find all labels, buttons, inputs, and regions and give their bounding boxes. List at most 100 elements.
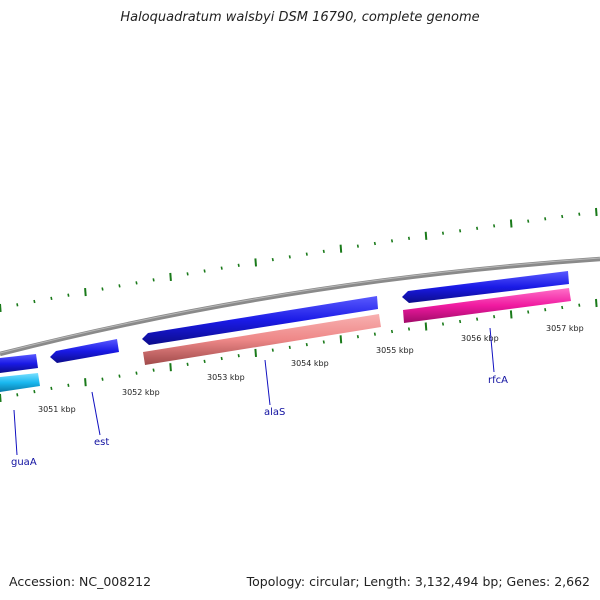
inner-tick-minor: [288, 345, 291, 350]
inner-tick-major: [169, 363, 172, 372]
inner-tick-minor: [356, 335, 359, 339]
inner-tick-major: [0, 393, 2, 403]
inner-tick-major: [84, 378, 87, 387]
outer-tick-minor: [67, 293, 70, 297]
outer-tick-marks: [0, 207, 598, 313]
inner-tick-major: [424, 322, 428, 331]
outer-tick-major: [169, 272, 172, 281]
inner-tick-minor: [220, 356, 223, 361]
outer-tick-minor: [237, 263, 240, 267]
gene-label-rfcA[interactable]: rfcA: [488, 375, 508, 386]
outer-tick-minor: [407, 236, 411, 240]
inner-tick-minor: [493, 315, 496, 319]
inner-tick-minor: [407, 327, 411, 331]
outer-tick-major: [0, 303, 2, 313]
inner-tick-minor: [101, 377, 104, 381]
kbp-label-3053: 3053 kbp: [207, 373, 245, 382]
kbp-label-3056: 3056 kbp: [461, 334, 499, 343]
outer-tick-minor: [322, 249, 325, 254]
inner-tick-major: [595, 298, 598, 308]
inner-tick-minor: [16, 393, 19, 397]
inner-tick-minor: [305, 342, 308, 347]
outer-tick-minor: [493, 224, 496, 228]
gene-arrow-est[interactable]: [50, 339, 119, 363]
gene-arrow-rfcA-forward[interactable]: [402, 271, 569, 303]
kbp-label-3057: 3057 kbp: [546, 324, 584, 333]
inner-tick-minor: [186, 362, 189, 366]
inner-tick-major: [509, 310, 513, 319]
gene-bar-guaA[interactable]: [0, 373, 40, 392]
genome-title: Haloquadratum walsbyi DSM 16790, complet…: [120, 10, 480, 25]
outer-tick-minor: [16, 303, 19, 307]
inner-tick-minor: [373, 332, 376, 336]
outer-tick-major: [509, 219, 513, 228]
inner-tick-minor: [441, 322, 445, 326]
kbp-label-3054: 3054 kbp: [291, 359, 329, 368]
outer-tick-minor: [50, 296, 53, 301]
outer-tick-minor: [459, 229, 462, 233]
kbp-label-3052: 3052 kbp: [122, 388, 160, 397]
outer-tick-minor: [578, 212, 581, 216]
kbp-label-3055: 3055 kbp: [376, 346, 414, 355]
outer-tick-major: [424, 231, 428, 240]
outer-tick-minor: [441, 231, 445, 235]
leader-line-guaA: [13, 409, 18, 456]
inner-tick-minor: [544, 308, 547, 312]
gene-arrow-guaA-forward[interactable]: [0, 354, 38, 373]
inner-tick-minor: [390, 329, 394, 334]
leader-line-alaS: [264, 359, 271, 406]
outer-tick-minor: [203, 269, 206, 273]
outer-tick-minor: [390, 239, 394, 243]
outer-tick-minor: [220, 266, 223, 270]
outer-tick-major: [254, 258, 257, 267]
gene-label-guaA[interactable]: guaA: [11, 457, 37, 468]
outer-tick-minor: [527, 219, 530, 223]
outer-tick-minor: [271, 257, 274, 262]
outer-tick-minor: [33, 299, 36, 304]
leader-line-est: [91, 391, 101, 436]
accession-text: Accession: NC_008212: [9, 574, 152, 589]
outer-tick-minor: [305, 252, 308, 256]
outer-tick-minor: [476, 226, 479, 230]
outer-tick-minor: [101, 287, 104, 291]
inner-tick-minor: [152, 368, 155, 372]
inner-tick-minor: [527, 310, 530, 314]
inner-tick-minor: [203, 359, 206, 364]
genome-backbone-highlight: [0, 257, 600, 354]
inner-tick-minor: [237, 354, 240, 358]
outer-tick-minor: [373, 241, 376, 246]
inner-tick-minor: [135, 371, 138, 375]
genome-backbone: [0, 256, 600, 357]
leader-line-rfcA: [489, 327, 495, 373]
inner-tick-marks: [0, 298, 598, 403]
outer-tick-minor: [135, 281, 138, 285]
inner-tick-minor: [459, 319, 462, 324]
inner-tick-minor: [561, 305, 564, 310]
inner-tick-minor: [33, 389, 36, 394]
outer-tick-minor: [186, 272, 189, 276]
inner-tick-major: [339, 335, 343, 344]
outer-tick-minor: [544, 217, 547, 221]
outer-tick-minor: [118, 284, 121, 288]
inner-tick-major: [254, 348, 257, 357]
gene-bar-rfcA[interactable]: [403, 288, 571, 323]
gene-label-est[interactable]: est: [94, 437, 109, 448]
gene-arrow-alaS-forward[interactable]: [142, 296, 378, 345]
genome-summary-text: Topology: circular; Length: 3,132,494 bp…: [246, 574, 590, 589]
outer-tick-minor: [356, 244, 359, 248]
inner-tick-minor: [578, 303, 581, 307]
outer-tick-minor: [152, 278, 155, 282]
inner-tick-minor: [118, 374, 121, 378]
gene-label-alaS[interactable]: alaS: [264, 407, 285, 418]
inner-tick-minor: [50, 386, 53, 391]
inner-tick-minor: [67, 383, 70, 387]
outer-tick-major: [595, 207, 598, 217]
inner-tick-minor: [322, 340, 325, 344]
outer-tick-minor: [288, 255, 291, 259]
outer-tick-major: [84, 288, 87, 297]
inner-tick-minor: [271, 348, 274, 352]
inner-tick-minor: [476, 317, 479, 321]
outer-tick-minor: [561, 214, 564, 219]
gene-bar-alaS[interactable]: [143, 314, 381, 365]
